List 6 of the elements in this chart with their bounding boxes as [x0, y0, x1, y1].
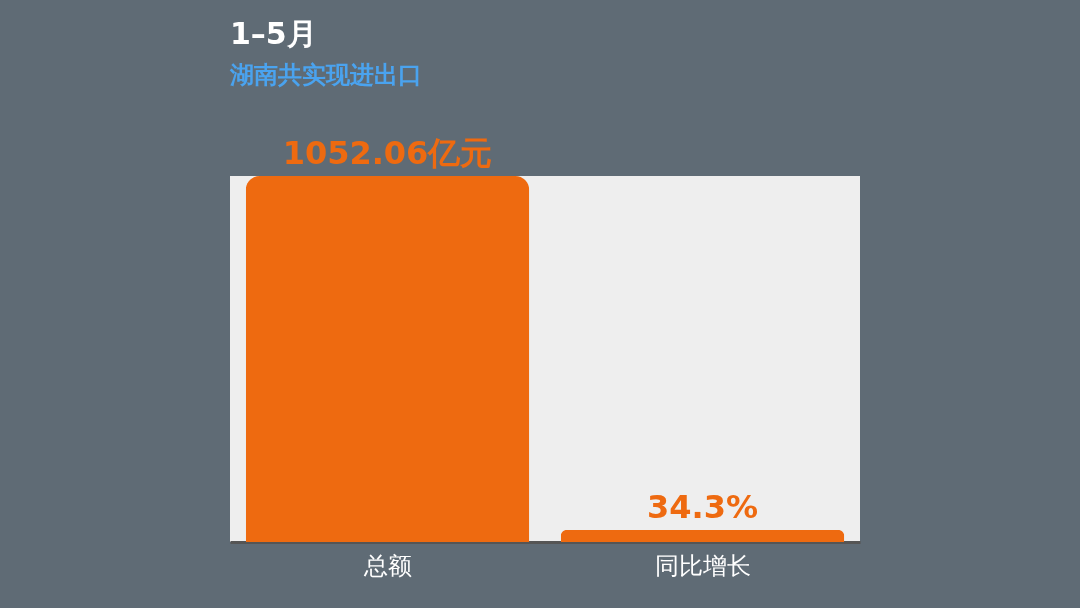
data-label: 1052.06亿元 — [282, 134, 493, 172]
chart-title: 1–5月 — [230, 16, 317, 51]
data-label: 34.3% — [646, 488, 759, 527]
x-tick-label: 总额 — [362, 551, 412, 580]
chart-subtitle: 湖南共实现进出口 — [229, 61, 422, 89]
x-tick-label: 同比增长 — [654, 551, 751, 580]
